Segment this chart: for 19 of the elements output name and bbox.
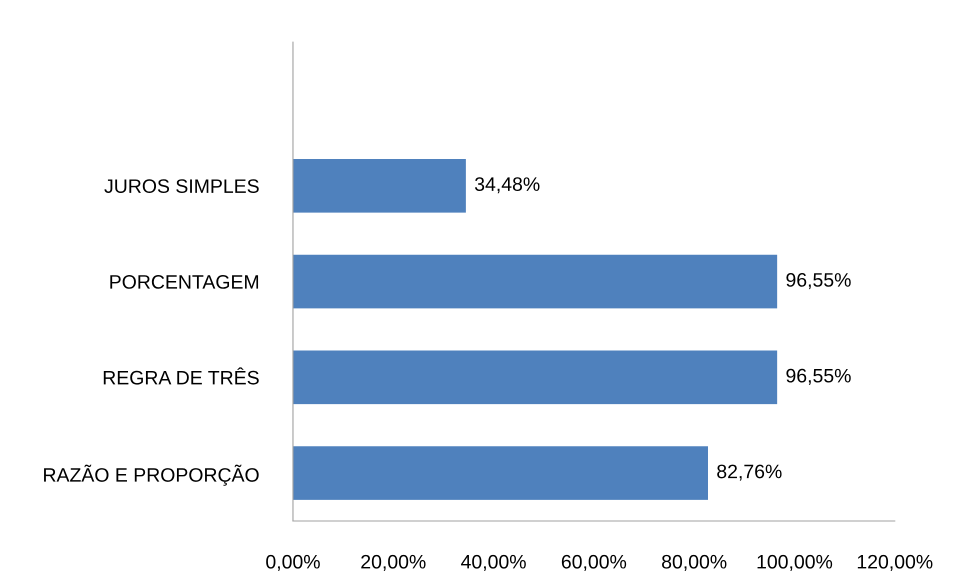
x-tick-label: 0,00% — [266, 554, 320, 571]
x-tick-label: 100,00% — [758, 554, 832, 571]
data-label: 96,55% — [786, 273, 851, 290]
data-label: 96,55% — [786, 368, 851, 385]
x-tick-label: 20,00% — [361, 554, 426, 571]
x-tick-label: 80,00% — [662, 554, 726, 571]
data-label: 82,76% — [717, 464, 782, 481]
y-tick-label: JUROS SIMPLES — [104, 179, 259, 194]
y-tick-label: RAZÃO E PROPORÇÃO — [44, 464, 259, 486]
y-tick-label: REGRA DE TRÊS — [104, 367, 259, 385]
bar — [292, 446, 708, 500]
bar — [292, 254, 778, 308]
x-tick-label: 60,00% — [562, 554, 626, 571]
data-label: 34,48% — [474, 177, 540, 194]
bar — [292, 158, 466, 213]
y-tick-label: PORCENTAGEM — [110, 275, 258, 289]
x-tick-label: 40,00% — [461, 554, 526, 571]
bar — [292, 350, 778, 404]
x-tick-label: 120,00% — [858, 554, 932, 571]
